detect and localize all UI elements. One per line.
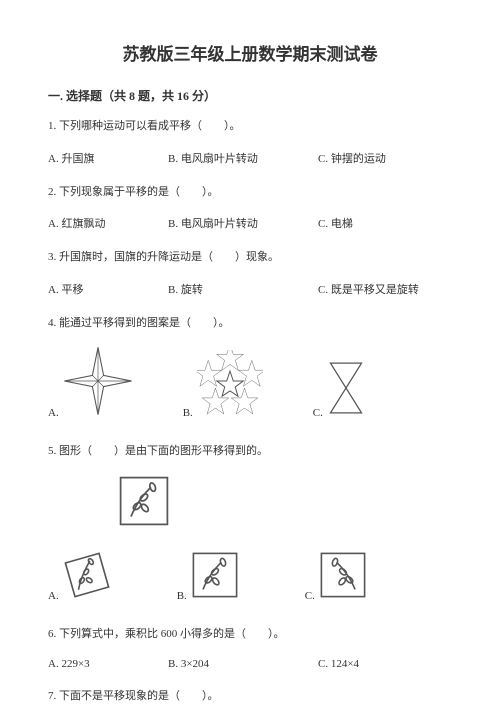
q3-options: A. 平移 B. 旋转 C. 既是平移又是旋转 [48,281,452,297]
q1-opt-c: C. 钟摆的运动 [318,150,448,166]
q6-options: A. 229×3 B. 3×204 C. 124×4 [48,658,452,670]
page-title: 苏教版三年级上册数学期末测试卷 [48,40,452,65]
q5-label-a: A. [48,590,59,602]
q3-opt-b: B. 旋转 [168,281,318,297]
hourglass-icon [327,360,365,419]
q5-label-c: C. [305,590,315,602]
star-four-icon [63,346,133,419]
q2-opt-c: C. 电梯 [318,215,448,231]
q3-opt-c: C. 既是平移又是旋转 [318,281,448,297]
q5-text: 5. 图形（ ）是由下面的图形平移得到的。 [48,443,452,461]
q7-text: 7. 下面不是平移现象的是（ ）。 [48,688,452,706]
q3-text: 3. 升国旗时，国旗的升降运动是（ ）现象。 [48,249,452,267]
q4-images: A. B. [48,346,452,419]
q6-opt-c: C. 124×4 [318,658,448,670]
q1-opt-b: B. 电风扇叶片转动 [168,150,318,166]
stars-ring-icon [197,350,263,419]
q1-text: 1. 下列哪种运动可以看成平移（ ）。 [48,118,452,136]
q3-opt-a: A. 平移 [48,281,168,297]
q2-opt-a: A. 红旗飘动 [48,215,168,231]
q2-opt-b: B. 电风扇叶片转动 [168,215,318,231]
leaf-box-b-icon [191,551,239,602]
q4-label-a: A. [48,407,59,419]
leaf-box-a-icon [63,551,111,602]
q4-text: 4. 能通过平移得到的图案是（ ）。 [48,315,452,333]
q6-text: 6. 下列算式中，乘积比 600 小得多的是（ ）。 [48,626,452,644]
q1-options: A. 升国旗 B. 电风扇叶片转动 C. 钟摆的运动 [48,150,452,166]
q6-opt-b: B. 3×204 [168,658,318,670]
q5-label-b: B. [177,590,187,602]
q1-opt-a: A. 升国旗 [48,150,168,166]
q4-label-c: C. [313,407,323,419]
q2-text: 2. 下列现象属于平移的是（ ）。 [48,184,452,202]
q4-label-b: B. [183,407,193,419]
section-header: 一. 选择题（共 8 题，共 16 分） [48,87,452,104]
q6-opt-a: A. 229×3 [48,658,168,670]
q2-options: A. 红旗飘动 B. 电风扇叶片转动 C. 电梯 [48,215,452,231]
leaf-box-c-icon [319,551,367,602]
q5-images: A. B. [48,551,452,602]
q5-ref-image [118,475,452,527]
